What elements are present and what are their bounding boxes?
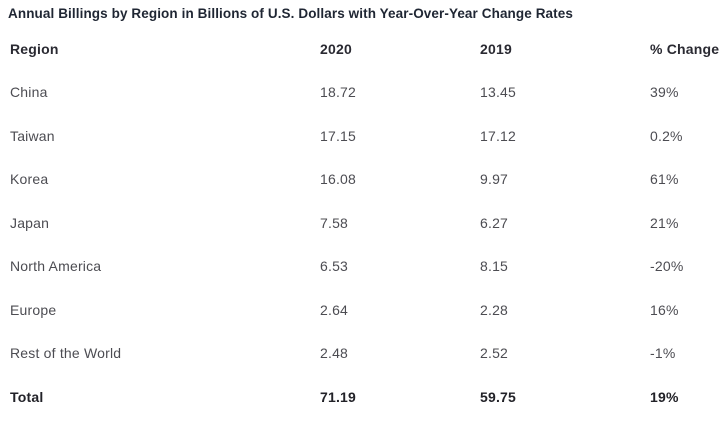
change-cell: -20% — [650, 258, 684, 275]
region-cell: Taiwan — [10, 127, 55, 144]
value-2020-cell: 17.15 — [320, 127, 357, 144]
change-cell: 61% — [650, 171, 679, 188]
region-cell: Rest of the World — [10, 345, 122, 362]
change-cell: 16% — [650, 301, 679, 318]
column-header-2020: 2020 — [320, 40, 352, 57]
total-2020-cell: 71.19 — [320, 388, 357, 405]
total-2019-cell: 59.75 — [480, 388, 517, 405]
table-row: China 18.72 13.45 39% — [0, 71, 720, 115]
table-row: North America 6.53 8.15 -20% — [0, 245, 720, 289]
table-row: Rest of the World 2.48 2.52 -1% — [0, 332, 720, 376]
value-2019-cell: 9.97 — [480, 171, 509, 188]
change-cell: 0.2% — [650, 127, 683, 144]
value-2019-cell: 2.52 — [480, 345, 509, 362]
column-header-percent-change: % Change — [650, 40, 720, 57]
region-cell: China — [10, 84, 48, 101]
value-2020-cell: 2.48 — [320, 345, 349, 362]
table-row: Taiwan 17.15 17.12 0.2% — [0, 114, 720, 158]
column-header-2019: 2019 — [480, 40, 512, 57]
value-2019-cell: 6.27 — [480, 214, 509, 231]
region-cell: Korea — [10, 171, 49, 188]
billings-table: Region 2020 2019 % Change China 18.72 13… — [0, 27, 720, 419]
total-change-cell: 19% — [650, 388, 679, 405]
table-row: Europe 2.64 2.28 16% — [0, 288, 720, 332]
value-2020-cell: 2.64 — [320, 301, 349, 318]
page-title: Annual Billings by Region in Billions of… — [8, 6, 573, 21]
table-row: Korea 16.08 9.97 61% — [0, 158, 720, 202]
change-cell: 21% — [650, 214, 679, 231]
region-cell: Japan — [10, 214, 50, 231]
value-2020-cell: 18.72 — [320, 84, 357, 101]
total-label-cell: Total — [10, 388, 44, 405]
value-2019-cell: 13.45 — [480, 84, 517, 101]
region-cell: Europe — [10, 301, 57, 318]
change-cell: -1% — [650, 345, 676, 362]
value-2019-cell: 2.28 — [480, 301, 509, 318]
value-2019-cell: 8.15 — [480, 258, 509, 275]
total-row: Total 71.19 59.75 19% — [0, 375, 720, 419]
value-2020-cell: 7.58 — [320, 214, 349, 231]
value-2019-cell: 17.12 — [480, 127, 517, 144]
column-header-region: Region — [10, 40, 59, 57]
change-cell: 39% — [650, 84, 679, 101]
value-2020-cell: 6.53 — [320, 258, 349, 275]
region-cell: North America — [10, 258, 102, 275]
value-2020-cell: 16.08 — [320, 171, 357, 188]
table-row: Japan 7.58 6.27 21% — [0, 201, 720, 245]
table-header-row: Region 2020 2019 % Change — [0, 27, 720, 71]
